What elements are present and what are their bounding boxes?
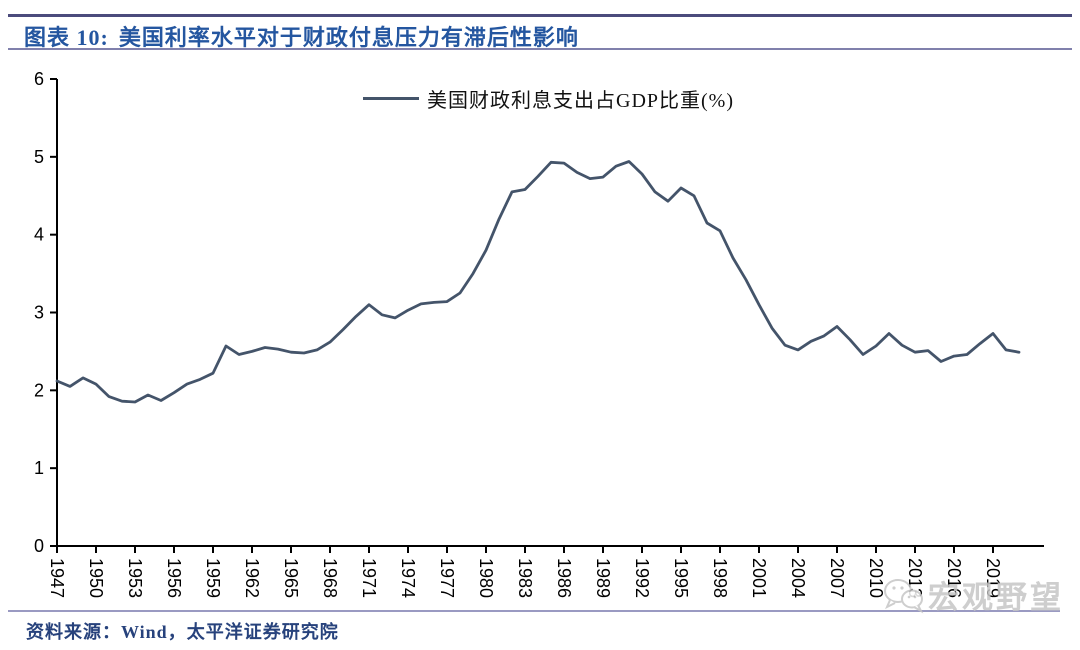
y-tick-label: 4 [34, 225, 44, 245]
x-tick-label: 1971 [359, 558, 379, 598]
y-tick-label: 5 [34, 147, 44, 167]
x-tick-label: 1965 [281, 558, 301, 598]
x-tick-label: 2019 [983, 558, 1003, 598]
x-tick-label: 2007 [827, 558, 847, 598]
top-rule [8, 14, 1072, 17]
x-tick-label: 1956 [164, 558, 184, 598]
x-tick-label: 1959 [203, 558, 223, 598]
footer-divider-rule [8, 610, 1060, 612]
source-note: 资料来源：Wind，太平洋证券研究院 [26, 622, 339, 642]
figure-title: 美国利率水平对于财政付息压力有滞后性影响 [118, 25, 579, 50]
chart-legend: 美国财政利息支出占GDP比重(%) [57, 84, 1040, 113]
x-tick-label: 1980 [476, 558, 496, 598]
x-tick-label: 2001 [749, 558, 769, 598]
x-tick-label: 1992 [632, 558, 652, 598]
x-tick-label: 1974 [398, 558, 418, 598]
y-tick-label: 3 [34, 303, 44, 323]
x-tick-label: 1977 [437, 558, 457, 598]
x-tick-label: 1983 [515, 558, 535, 598]
x-tick-label: 1953 [125, 558, 145, 598]
x-tick-label: 1950 [86, 558, 106, 598]
y-tick-label: 0 [34, 536, 44, 556]
x-tick-label: 2010 [866, 558, 886, 598]
x-tick-label: 1995 [671, 558, 691, 598]
figure-header: 图表 10: 美国利率水平对于财政付息压力有滞后性影响 [24, 20, 579, 52]
x-tick-label: 2016 [944, 558, 964, 598]
legend-line-swatch [363, 97, 419, 100]
figure-label: 图表 10: [24, 25, 109, 50]
x-tick-label: 1989 [593, 558, 613, 598]
series-line [55, 160, 1021, 404]
x-tick-label: 2013 [905, 558, 925, 598]
x-tick-label: 1962 [242, 558, 262, 598]
y-tick-label: 1 [34, 458, 44, 478]
x-tick-label: 1998 [710, 558, 730, 598]
y-tick-label: 2 [34, 380, 44, 400]
legend-series-label: 美国财政利息支出占GDP比重(%) [427, 90, 734, 112]
header-divider-rule [8, 48, 1072, 50]
x-tick-label: 2004 [788, 558, 808, 598]
x-tick-label: 1968 [320, 558, 340, 598]
y-tick-label: 6 [34, 69, 44, 89]
x-tick-label: 1986 [554, 558, 574, 598]
x-tick-label: 1947 [47, 558, 67, 598]
